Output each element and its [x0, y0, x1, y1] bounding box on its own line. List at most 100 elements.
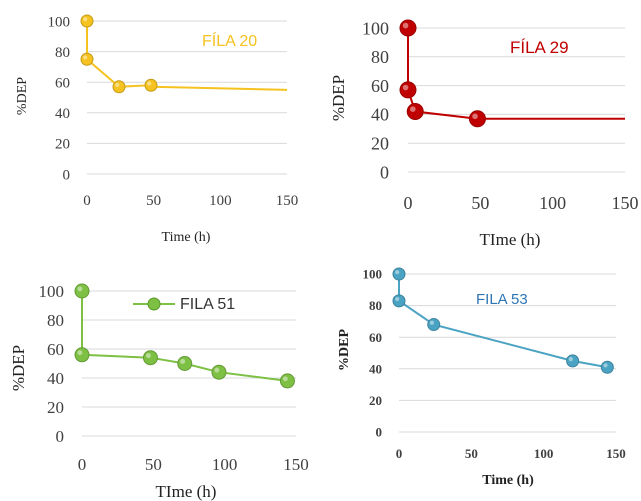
y-tick-label: 40: [371, 105, 389, 125]
x-tick-label: 50: [465, 446, 478, 461]
x-tick-label: 100: [539, 193, 566, 213]
data-point: [392, 267, 406, 281]
x-axis-title: Time (h): [162, 230, 211, 245]
grid-lines: [408, 27, 625, 173]
data-point: [600, 360, 614, 374]
x-tick-label: 100: [534, 446, 554, 461]
x-axis-title: TIme (h): [480, 230, 541, 249]
data-point: [177, 356, 193, 371]
x-tick-labels: 0 50 100 150: [78, 455, 309, 474]
series-trend-line: [150, 85, 288, 91]
y-tick-label: 0: [380, 162, 389, 182]
data-point: [427, 318, 441, 332]
data-point: [566, 354, 580, 368]
series-line: [86, 21, 152, 88]
series-lines: [81, 291, 288, 382]
y-tick-label: 80: [47, 311, 64, 330]
y-tick-label: 0: [63, 167, 71, 183]
y-tick-labels: 0 20 40 60 80 100: [39, 282, 65, 446]
data-points: [74, 283, 295, 389]
data-point-highlight: [147, 81, 152, 86]
x-tick-label: 150: [606, 446, 626, 461]
y-tick-label: 60: [371, 76, 389, 96]
data-point: [144, 78, 158, 92]
y-axis-title: %DEP: [337, 329, 352, 371]
series-label: FILA 53: [476, 291, 528, 308]
chart-fila-20: 0 20 40 60 80 100 0 50 100 150 %DEP Time (h) FÍL…: [15, 14, 298, 245]
data-point-highlight: [115, 82, 120, 88]
y-tick-label: 100: [39, 282, 65, 301]
x-tick-label: 0: [396, 446, 403, 461]
data-point: [74, 283, 90, 299]
data-point-highlight: [472, 113, 478, 120]
data-point-highlight: [429, 320, 435, 325]
x-tick-label: 0: [83, 193, 91, 209]
y-tick-label: 80: [55, 45, 70, 61]
y-tick-label: 20: [369, 393, 382, 408]
data-point-highlight: [282, 376, 288, 382]
series-label: FÍLA 29: [510, 38, 569, 57]
legend-marker: [147, 297, 161, 311]
y-tick-label: 60: [369, 330, 382, 345]
x-tick-labels: 0 50 100 150: [396, 446, 626, 461]
legend: FILA 51: [133, 296, 235, 313]
y-tick-label: 40: [47, 369, 64, 388]
series-lines: [407, 28, 625, 120]
data-point: [392, 294, 406, 308]
grid-lines: [399, 273, 616, 433]
x-axis-title: TIme (h): [156, 482, 217, 501]
data-point: [80, 14, 94, 28]
y-tick-label: 100: [362, 18, 389, 38]
series-line: [407, 28, 478, 120]
y-tick-label: 40: [55, 106, 70, 122]
data-point-highlight: [180, 358, 186, 364]
x-tick-label: 150: [276, 193, 299, 209]
data-points: [399, 19, 486, 128]
data-point-highlight: [395, 296, 400, 302]
y-tick-label: 80: [369, 298, 382, 313]
x-tick-label: 100: [209, 193, 232, 209]
y-tick-labels: 0 20 40 60 80 100: [363, 267, 383, 440]
data-point-highlight: [603, 363, 608, 368]
data-point: [142, 350, 158, 366]
data-point: [468, 110, 486, 128]
data-point-highlight: [83, 17, 88, 22]
y-tick-labels: 0 20 40 60 80 100: [48, 14, 71, 183]
series-label: FÍLA 20: [202, 31, 257, 50]
x-tick-label: 50: [471, 193, 489, 213]
data-point: [80, 52, 94, 66]
x-axis-title: Time (h): [482, 473, 534, 488]
x-tick-labels: 0 50 100 150: [83, 193, 298, 209]
x-tick-label: 50: [145, 455, 162, 474]
data-point-highlight: [214, 367, 220, 373]
x-tick-label: 0: [78, 455, 87, 474]
data-point-highlight: [77, 350, 83, 356]
y-tick-label: 0: [376, 425, 383, 440]
chart-fila-51: 0 20 40 60 80 100 0 50 100 150 %DEP TIme (h) FIL…: [9, 282, 309, 501]
data-point-highlight: [410, 106, 416, 112]
data-point: [406, 103, 424, 121]
data-point-highlight: [145, 353, 151, 359]
data-point: [279, 373, 295, 389]
data-point: [399, 19, 417, 37]
data-point: [112, 80, 126, 94]
legend-label: FILA 51: [180, 296, 235, 313]
data-points: [80, 14, 158, 94]
series-line: [81, 291, 288, 382]
data-point-highlight: [402, 22, 409, 29]
data-point-highlight: [402, 84, 409, 91]
x-tick-label: 0: [404, 193, 413, 213]
y-tick-label: 60: [47, 340, 64, 359]
y-tick-label: 100: [48, 14, 71, 30]
y-tick-label: 20: [47, 398, 64, 417]
data-point: [211, 364, 227, 380]
data-point-highlight: [77, 286, 83, 292]
data-point-highlight: [83, 55, 88, 60]
x-tick-labels: 0 50 100 150: [404, 193, 639, 213]
x-tick-label: 150: [283, 455, 309, 474]
series-lines: [86, 21, 288, 91]
x-tick-label: 50: [146, 193, 161, 209]
x-tick-label: 150: [612, 193, 639, 213]
y-axis-title: %DEP: [329, 75, 348, 121]
data-points: [392, 267, 614, 374]
